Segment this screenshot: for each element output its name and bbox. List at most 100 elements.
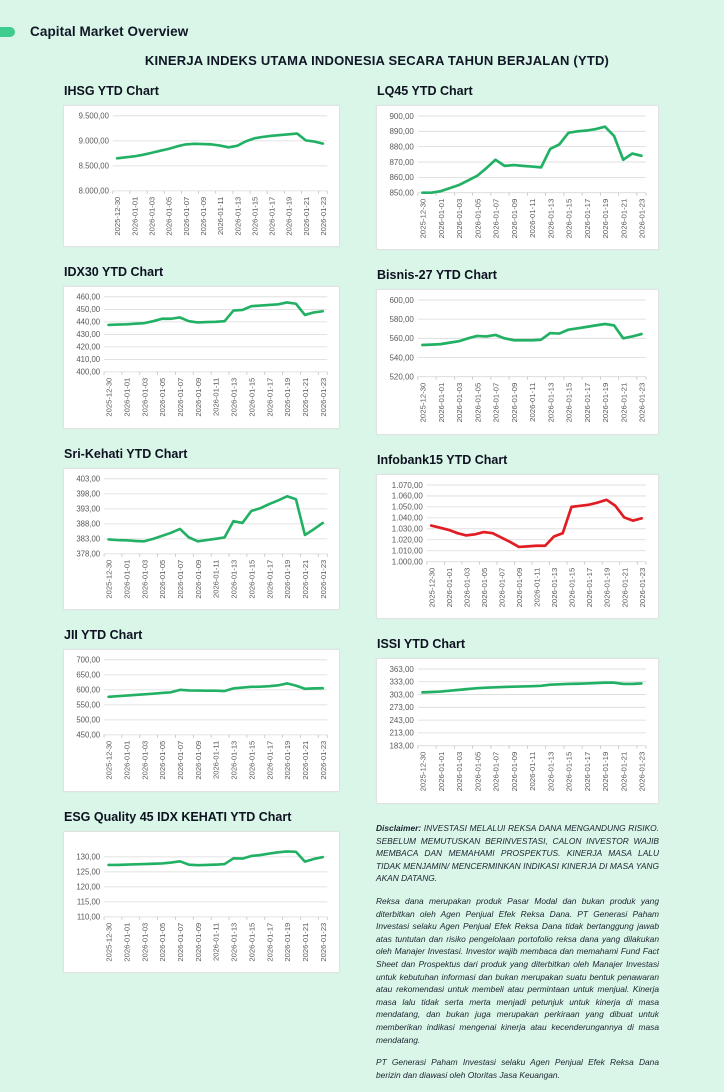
svg-text:110,00: 110,00 [77,912,101,921]
svg-text:2026-01-23: 2026-01-23 [638,568,647,608]
chart-title-jii: JII YTD Chart [64,628,143,643]
line-chart-jii: 700,00 650,00 600,00 550,00 500,00 450,00 2025… [76,656,328,780]
svg-text:2026-01-03: 2026-01-03 [140,741,149,780]
accent-pill-icon [0,26,15,37]
svg-text:2026-01-11: 2026-01-11 [212,378,221,416]
svg-text:2026-01-19: 2026-01-19 [283,560,292,599]
svg-text:2026-01-11: 2026-01-11 [216,197,225,235]
svg-text:120,00: 120,00 [76,882,100,891]
svg-text:400,00: 400,00 [76,368,100,377]
svg-text:9.000,00: 9.000,00 [79,137,110,146]
svg-text:890,00: 890,00 [390,127,415,136]
chart-title-sri-kehati: Sri-Kehati YTD Chart [64,446,188,461]
svg-text:2026-01-23: 2026-01-23 [638,199,647,239]
svg-text:130,00: 130,00 [76,852,100,861]
svg-text:580,00: 580,00 [390,315,415,324]
svg-text:2026-01-21: 2026-01-21 [301,378,310,417]
svg-text:2026-01-07: 2026-01-07 [176,378,185,417]
line-chart-lq45: 900,00 890,00 880,00 870,00 860,00 850,00 2025… [390,112,647,239]
svg-text:2026-01-09: 2026-01-09 [515,568,524,608]
svg-text:2026-01-11: 2026-01-11 [533,568,542,607]
svg-text:1.040,00: 1.040,00 [392,514,424,523]
svg-text:700,00: 700,00 [76,656,100,665]
svg-text:2026-01-15: 2026-01-15 [565,199,574,239]
svg-text:2026-01-01: 2026-01-01 [122,378,131,417]
svg-text:2025-12-30: 2025-12-30 [105,922,114,961]
svg-text:2026-01-01: 2026-01-01 [445,568,454,608]
svg-text:2026-01-21: 2026-01-21 [301,560,310,599]
svg-text:420,00: 420,00 [76,343,100,352]
disclaimer-label: Disclaimer: [376,822,422,833]
svg-text:2026-01-09: 2026-01-09 [199,197,208,236]
svg-text:2026-01-15: 2026-01-15 [247,560,256,599]
svg-text:600,00: 600,00 [390,296,415,305]
svg-text:2026-01-13: 2026-01-13 [230,922,239,961]
chart-title-bisnis27: Bisnis-27 YTD Chart [377,268,497,283]
svg-text:450,00: 450,00 [76,305,100,314]
chart-card-idx30: 460,00 450,00 440,00 430,00 420,00 410,00 400,… [63,286,340,429]
chart-block-issi: ISSI YTD Chart 363,00 333,00 303,00 273,00 2… [376,637,659,804]
svg-text:870,00: 870,00 [390,158,415,167]
svg-text:2026-01-15: 2026-01-15 [247,922,256,961]
chart-block-lq45: LQ45 YTD Chart 900,00 890,00 880,00 870,00 8… [376,84,659,251]
svg-text:2026-01-05: 2026-01-05 [473,383,482,423]
svg-text:2026-01-17: 2026-01-17 [583,383,592,423]
svg-text:2025-12-30: 2025-12-30 [105,378,114,417]
svg-text:2026-01-13: 2026-01-13 [230,741,239,780]
svg-text:2026-01-23: 2026-01-23 [319,560,328,599]
right-column: LQ45 YTD Chart 900,00 890,00 880,00 870,00 8… [376,84,659,1092]
chart-block-idx30: IDX30 YTD Chart 460,00 450,00 440,00 430,00… [63,265,340,429]
svg-text:2026-01-09: 2026-01-09 [194,378,203,417]
svg-text:2026-01-07: 2026-01-07 [492,199,501,239]
svg-text:500,00: 500,00 [76,716,100,725]
chart-card-lq45: 900,00 890,00 880,00 870,00 860,00 850,00 2025… [376,105,659,251]
svg-text:378,00: 378,00 [76,549,100,558]
chart-card-esg-quality: 130,00 125,00 120,00 115,00 110,00 2025-12-30… [63,830,340,974]
svg-text:2026-01-19: 2026-01-19 [601,752,610,792]
svg-text:2026-01-07: 2026-01-07 [492,752,501,792]
chart-block-infobank15: Infobank15 YTD Chart 1.070,00 1.060,00 1.0… [376,453,659,620]
svg-text:2026-01-05: 2026-01-05 [473,752,482,792]
svg-text:2026-01-01: 2026-01-01 [130,197,139,236]
svg-text:2025-12-30: 2025-12-30 [105,741,114,780]
svg-text:2026-01-15: 2026-01-15 [565,383,574,423]
chart-title-idx30: IDX30 YTD Chart [64,265,164,280]
svg-text:440,00: 440,00 [76,318,100,327]
disclaimer-p1-text: INVESTASI MELALUI REKSA DANA MENGANDUNG … [376,822,659,884]
svg-text:2026-01-05: 2026-01-05 [480,568,489,608]
svg-text:2026-01-01: 2026-01-01 [437,199,446,239]
svg-text:2026-01-23: 2026-01-23 [319,378,328,417]
svg-text:2026-01-15: 2026-01-15 [247,741,256,780]
svg-text:2026-01-19: 2026-01-19 [283,741,292,780]
svg-text:2026-01-07: 2026-01-07 [176,741,185,780]
svg-text:8.500,00: 8.500,00 [79,162,110,171]
disclaimer-paragraph-3: PT Generasi Paham Investasi selaku Agen … [376,1057,659,1080]
chart-title-ihsg: IHSG YTD Chart [64,84,159,98]
svg-text:1.070,00: 1.070,00 [392,481,424,490]
page-header: Capital Market Overview [0,24,724,39]
svg-text:2026-01-13: 2026-01-13 [233,197,242,236]
line-chart-esg-quality: 130,00 125,00 120,00 115,00 110,00 2025-12-30… [76,849,328,961]
svg-text:2026-01-19: 2026-01-19 [283,922,292,961]
svg-text:2026-01-03: 2026-01-03 [140,922,149,961]
svg-text:2026-01-05: 2026-01-05 [158,378,167,417]
svg-text:2026-01-19: 2026-01-19 [283,378,292,417]
chart-block-jii: JII YTD Chart 700,00 650,00 600,00 550,00 50… [63,628,340,792]
chart-card-sri-kehati: 403,00 398,00 393,00 388,00 383,00 378,00 2025… [63,467,340,611]
svg-text:2026-01-15: 2026-01-15 [565,752,574,792]
svg-text:2026-01-03: 2026-01-03 [455,383,464,423]
svg-text:363,00: 363,00 [390,665,415,674]
svg-text:243,00: 243,00 [390,716,415,725]
svg-text:2026-01-13: 2026-01-13 [546,383,555,423]
svg-text:2026-01-05: 2026-01-05 [158,560,167,599]
svg-text:115,00: 115,00 [77,897,101,906]
svg-text:2026-01-21: 2026-01-21 [301,741,310,780]
svg-text:2026-01-11: 2026-01-11 [528,383,537,422]
disclaimer-text: Disclaimer: INVESTASI MELALUI REKSA DANA… [376,822,659,1082]
svg-text:2026-01-15: 2026-01-15 [247,378,256,417]
svg-text:2026-01-19: 2026-01-19 [601,383,610,423]
svg-text:880,00: 880,00 [390,142,415,151]
page-header-label: Capital Market Overview [30,24,189,39]
chart-card-issi: 363,00 333,00 303,00 273,00 243,00 213,00 183,… [376,658,659,804]
svg-text:1.000,00: 1.000,00 [392,557,424,566]
